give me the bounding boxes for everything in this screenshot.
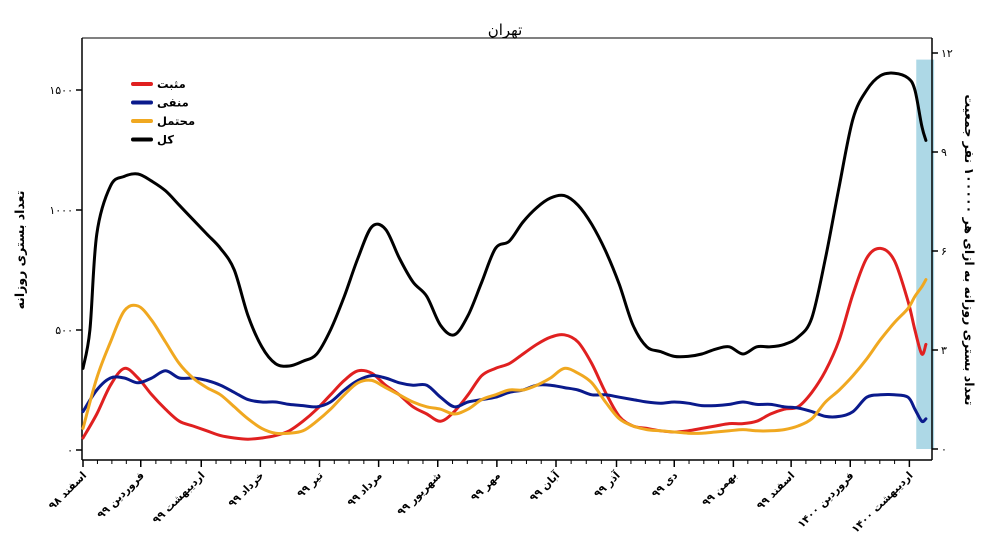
legend-label: مثبت [157, 77, 186, 91]
x-tick-label: اسفند ۹۸ [46, 470, 89, 513]
y-right-tick-label: ۰ [941, 443, 947, 456]
chart-title: تهران [488, 21, 523, 39]
x-tick-label: آذر ۹۹ [591, 469, 623, 501]
x-tick-label: مهر ۹۹ [469, 470, 503, 504]
y-axis-left-title: تعداد بستری روزانه [12, 191, 27, 310]
x-tick-label: تیر ۹۹ [295, 470, 326, 501]
x-tick-label: اسفند ۹۹ [755, 470, 798, 513]
series-line-1 [81, 369, 928, 424]
series-line-2 [81, 278, 928, 436]
x-tick-label: اردیبهشت ۹۹ [150, 470, 207, 527]
x-tick-label: فروردین ۹۹ [95, 470, 147, 522]
x-tick-label: خرداد ۹۹ [226, 470, 266, 510]
x-tick-label: مرداد ۹۹ [345, 470, 385, 510]
legend-label: محتمل [157, 114, 195, 128]
y-right-tick-label: ۳ [941, 344, 947, 357]
x-tick-label: بهمن ۹۹ [700, 470, 740, 510]
legend-label: کل [157, 133, 174, 147]
legend-label: منفی [157, 96, 189, 110]
y-right-tick-label: ۶ [941, 245, 947, 258]
y-right-tick-label: ۱۲ [941, 47, 953, 60]
y-left-tick-label: ۱۵۰۰ [49, 84, 73, 97]
x-tick-label: آبان ۹۹ [527, 469, 563, 505]
x-tick-label: دی ۹۹ [650, 469, 681, 500]
y-left-tick-label: ۰ [67, 444, 73, 457]
x-tick-label: شهریور ۹۹ [395, 470, 444, 519]
series-line-0 [81, 246, 928, 441]
x-tick-label: فروردین ۱۴۰۰ [796, 470, 857, 531]
x-tick-label: اردیبهشت ۱۴۰۰ [850, 470, 916, 536]
y-right-tick-label: ۹ [941, 146, 947, 159]
y-axis-right-title: تعداد بستری روزانه به ازای هر ۱۰۰۰۰۰ نفر… [962, 95, 977, 406]
y-left-tick-label: ۵۰۰ [55, 324, 73, 337]
series-line-3 [81, 71, 928, 370]
y-left-tick-label: ۱۰۰۰ [49, 204, 73, 217]
